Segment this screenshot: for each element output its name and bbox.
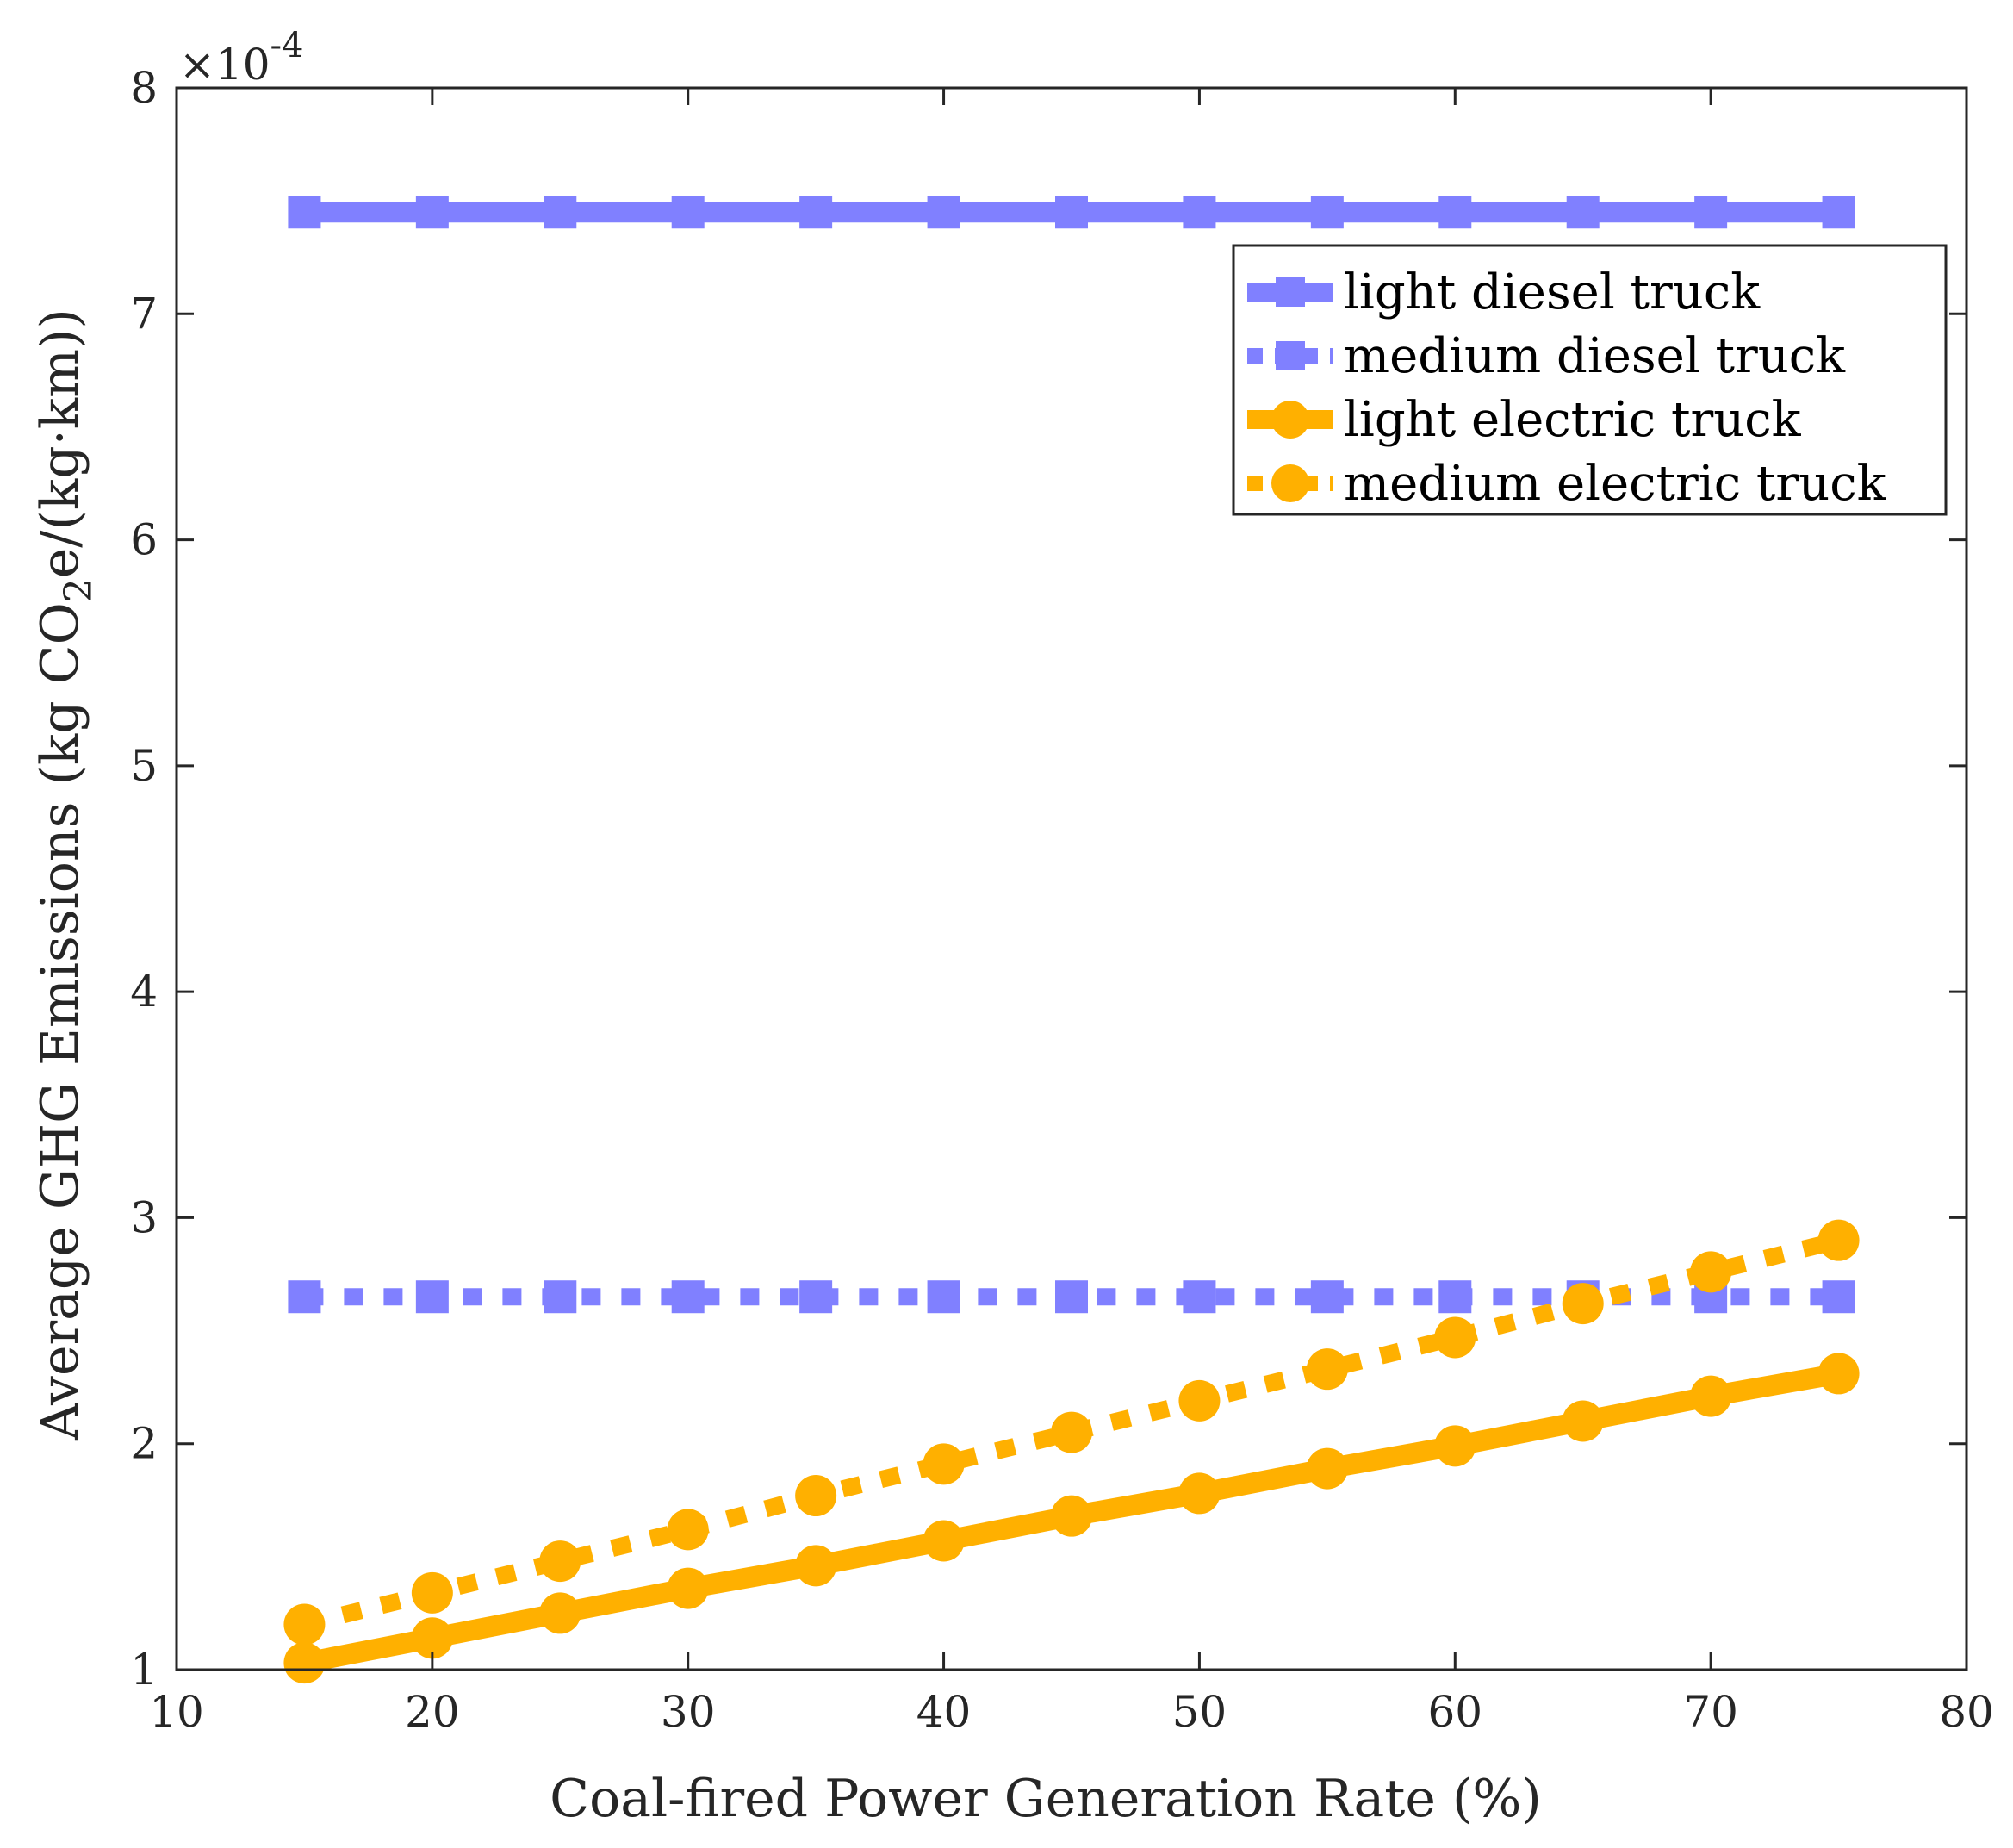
data-point: [927, 196, 960, 229]
data-point: [1055, 196, 1088, 229]
data-point: [667, 1567, 709, 1609]
legend-entry: medium diesel truck: [1247, 328, 1846, 384]
data-point: [411, 1571, 453, 1614]
data-point: [1183, 1280, 1216, 1314]
data-point: [1817, 1353, 1860, 1395]
legend-label: medium electric truck: [1344, 456, 1887, 512]
legend-swatch-marker: [1271, 464, 1309, 502]
y-exponent-base: ×10: [179, 40, 270, 90]
data-point: [671, 1280, 705, 1314]
y-tick-label: 8: [130, 63, 158, 113]
x-axis-label: Coal-fired Power Generation Rate (%): [550, 1769, 1542, 1829]
data-point: [411, 1617, 453, 1659]
data-point: [415, 1280, 449, 1314]
data-point: [1310, 1280, 1344, 1314]
series-light-diesel-truck: [288, 196, 1855, 229]
data-point: [544, 1280, 577, 1314]
legend-box: [1232, 244, 1948, 516]
y-axis-label-prefix: Average GHG Emissions (kg CO: [30, 602, 90, 1441]
legend-swatch-marker: [1276, 341, 1305, 370]
series-layer: [283, 196, 1860, 1684]
x-tick-label: 40: [916, 1687, 972, 1737]
data-point: [1690, 1375, 1732, 1417]
legend-label: medium diesel truck: [1344, 328, 1846, 384]
data-point: [799, 1280, 833, 1314]
y-axis-label-suffix: e/(kg·km)): [30, 308, 90, 578]
legend-label: light electric truck: [1344, 392, 1802, 448]
series-medium-electric-truck: [283, 1219, 1860, 1646]
data-point: [923, 1443, 965, 1485]
y-tick-label: 3: [130, 1192, 158, 1242]
x-tick-label: 80: [1939, 1687, 1994, 1737]
data-point: [667, 1509, 709, 1551]
legend-entry: light electric truck: [1247, 392, 1802, 448]
x-tick-label: 70: [1683, 1687, 1738, 1737]
data-point: [1055, 1280, 1088, 1314]
data-point: [415, 196, 449, 229]
y-tick-label: 4: [130, 967, 158, 1017]
y-axis-label: Average GHG Emissions (kg CO2e/(kg·km)): [30, 308, 101, 1441]
data-point: [1183, 196, 1216, 229]
x-tick-label: 50: [1172, 1687, 1227, 1737]
data-point: [923, 1520, 965, 1562]
data-point: [283, 1603, 326, 1646]
data-point: [288, 1280, 321, 1314]
data-point: [544, 196, 577, 229]
data-point: [1306, 1348, 1348, 1391]
data-point: [539, 1540, 581, 1583]
data-point: [795, 1475, 837, 1517]
data-point: [1178, 1472, 1221, 1515]
x-tick-label: 60: [1427, 1687, 1482, 1737]
y-exponent-power: -4: [270, 26, 304, 65]
x-tick-label: 10: [149, 1687, 204, 1737]
data-point: [799, 196, 833, 229]
data-point: [1310, 196, 1344, 229]
legend-entry: light diesel truck: [1247, 264, 1761, 320]
legend-swatch-marker: [1271, 401, 1309, 439]
x-tick-label: 30: [661, 1687, 716, 1737]
y-tick-label: 7: [130, 289, 158, 339]
data-point: [1562, 1400, 1604, 1442]
y-tick-label: 6: [130, 515, 158, 565]
data-point: [927, 1280, 960, 1314]
data-point: [1822, 196, 1855, 229]
data-point: [1051, 1411, 1092, 1453]
legend-swatch-marker: [1276, 277, 1305, 307]
data-point: [1434, 1316, 1476, 1359]
data-point: [539, 1592, 581, 1634]
data-point: [288, 196, 321, 229]
axes-box: [175, 86, 1968, 1671]
data-point: [671, 196, 705, 229]
data-point: [1822, 1280, 1855, 1314]
data-point: [795, 1545, 837, 1587]
y-tick-label: 2: [130, 1419, 158, 1469]
data-point: [1690, 1251, 1732, 1293]
data-point: [283, 1642, 326, 1684]
data-point: [1438, 1280, 1472, 1314]
y-axis-label-subscript: 2: [57, 578, 101, 602]
series-light-electric-truck: [283, 1353, 1860, 1684]
data-point: [1566, 196, 1600, 229]
legend-label: light diesel truck: [1344, 264, 1761, 320]
y-tick-label: 5: [130, 741, 158, 791]
y-exponent-label: ×10-4: [179, 26, 304, 90]
x-tick-label: 20: [405, 1687, 460, 1737]
data-point: [1694, 196, 1728, 229]
data-point: [1051, 1495, 1092, 1537]
legend-entry: medium electric truck: [1247, 456, 1887, 512]
data-point: [1438, 196, 1472, 229]
axes-layer: 10 20 30 40 50 60 70 80 1 2 3 4 5 6 7 8: [130, 63, 1994, 1737]
data-point: [1817, 1219, 1860, 1261]
data-point: [1306, 1447, 1348, 1490]
data-point: [1434, 1425, 1476, 1467]
data-point: [1178, 1379, 1221, 1422]
y-tick-label: 1: [130, 1645, 158, 1695]
legend: light diesel truck medium diesel truck lig…: [1232, 244, 1948, 516]
data-point: [1562, 1283, 1604, 1325]
